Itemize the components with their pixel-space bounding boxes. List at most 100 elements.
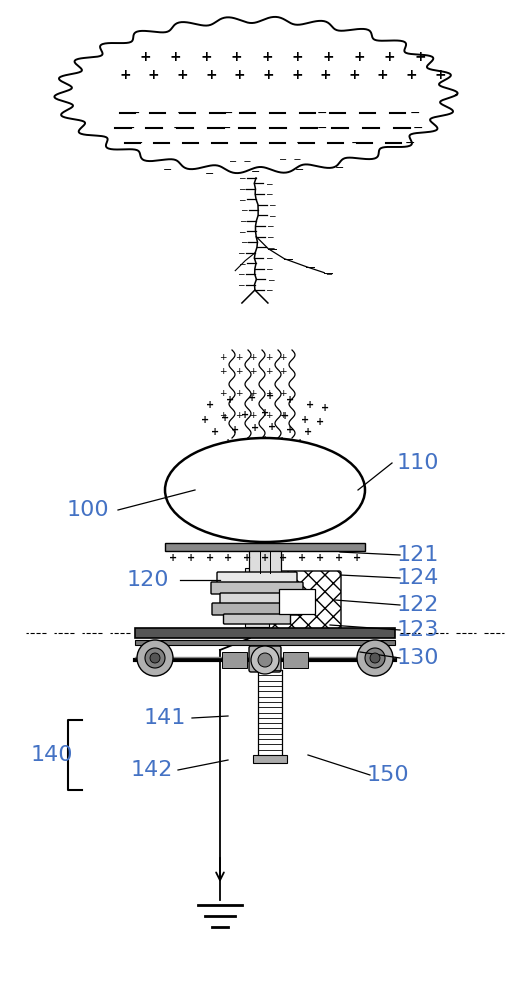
Circle shape: [150, 653, 160, 663]
Text: +: +: [235, 389, 243, 398]
Text: +: +: [226, 395, 234, 405]
Text: +: +: [296, 438, 304, 448]
Text: −: −: [242, 136, 252, 149]
Text: +: +: [321, 403, 329, 413]
Text: −: −: [265, 264, 272, 273]
Text: +: +: [316, 417, 324, 427]
Text: −: −: [238, 227, 245, 236]
Text: −  −: − −: [229, 157, 251, 167]
Text: −: −: [413, 121, 423, 134]
Bar: [249, 551, 281, 573]
Text: −: −: [241, 206, 248, 215]
Text: −: −: [221, 121, 231, 134]
Text: −: −: [265, 190, 273, 198]
Text: +: +: [119, 68, 131, 82]
Circle shape: [365, 648, 385, 668]
Text: −: −: [265, 286, 273, 294]
Text: −: −: [267, 243, 275, 252]
Circle shape: [258, 653, 272, 667]
Text: +: +: [434, 68, 446, 82]
Text: +: +: [316, 553, 324, 563]
Text: 100: 100: [67, 500, 110, 520]
Text: −: −: [223, 106, 233, 119]
Text: +: +: [231, 425, 239, 435]
Bar: [222, 652, 247, 668]
FancyBboxPatch shape: [211, 582, 303, 594]
Text: +: +: [221, 413, 229, 423]
Text: +: +: [181, 467, 189, 477]
Text: +: +: [248, 393, 256, 403]
Text: +: +: [292, 50, 304, 64]
Text: +: +: [318, 498, 326, 508]
Text: +: +: [206, 496, 214, 506]
Text: +: +: [262, 68, 274, 82]
Text: −: −: [410, 106, 420, 119]
Text: +: +: [311, 505, 319, 515]
Text: +: +: [169, 553, 177, 563]
Text: +: +: [377, 68, 389, 82]
Text: +: +: [235, 367, 243, 376]
Text: 130: 130: [397, 648, 439, 668]
Text: +: +: [326, 487, 334, 497]
Text: +: +: [139, 50, 151, 64]
Text: +: +: [406, 68, 417, 82]
Text: +: +: [204, 505, 212, 515]
Text: −: −: [268, 211, 276, 220]
Text: +: +: [236, 447, 244, 457]
Text: +: +: [194, 476, 202, 486]
Text: +: +: [301, 415, 309, 425]
Text: 123: 123: [397, 620, 439, 640]
Text: +: +: [177, 68, 188, 82]
Text: +: +: [279, 412, 287, 420]
Text: +: +: [235, 353, 243, 362]
Text: +: +: [196, 465, 204, 475]
Text: +: +: [187, 553, 196, 563]
Text: −: −: [238, 259, 246, 268]
Text: +: +: [280, 553, 287, 563]
Text: −: −: [238, 195, 246, 204]
Circle shape: [145, 648, 165, 668]
Text: +: +: [348, 68, 360, 82]
Text: +: +: [353, 50, 365, 64]
Text: +: +: [265, 353, 273, 362]
Text: +: +: [333, 500, 341, 510]
Text: +: +: [286, 425, 294, 435]
Circle shape: [357, 640, 393, 676]
FancyBboxPatch shape: [224, 614, 290, 624]
Bar: [135, 640, 395, 645]
Text: −: −: [173, 121, 183, 134]
Text: +: +: [206, 553, 214, 563]
Text: −: −: [365, 121, 375, 134]
Text: +: +: [205, 68, 217, 82]
Text: +: +: [414, 50, 426, 64]
Text: −: −: [265, 179, 272, 188]
Text: +: +: [261, 553, 269, 563]
Text: +: +: [281, 411, 289, 421]
Text: +: +: [271, 447, 279, 457]
Bar: [245, 568, 269, 627]
Text: −: −: [296, 136, 307, 149]
Text: 142: 142: [131, 760, 173, 780]
Text: +: +: [323, 50, 334, 64]
Text: −: −: [238, 174, 246, 182]
Bar: [283, 652, 308, 668]
Text: −: −: [163, 165, 173, 175]
Text: +: +: [234, 68, 245, 82]
Text: +: +: [288, 448, 296, 458]
Text: 141: 141: [144, 708, 186, 728]
Text: 122: 122: [397, 595, 439, 615]
Text: +: +: [328, 476, 336, 486]
Text: +: +: [191, 455, 199, 465]
Text: −: −: [238, 248, 245, 257]
Text: +: +: [219, 389, 227, 398]
Circle shape: [370, 653, 380, 663]
Text: +: +: [201, 415, 209, 425]
Text: +: +: [265, 412, 273, 420]
Text: +: +: [304, 427, 312, 437]
Text: +: +: [326, 465, 334, 475]
Text: −: −: [363, 106, 374, 119]
Text: +: +: [244, 436, 252, 446]
Text: +: +: [249, 389, 257, 398]
Text: +: +: [342, 489, 350, 499]
Text: −: −: [133, 136, 143, 149]
